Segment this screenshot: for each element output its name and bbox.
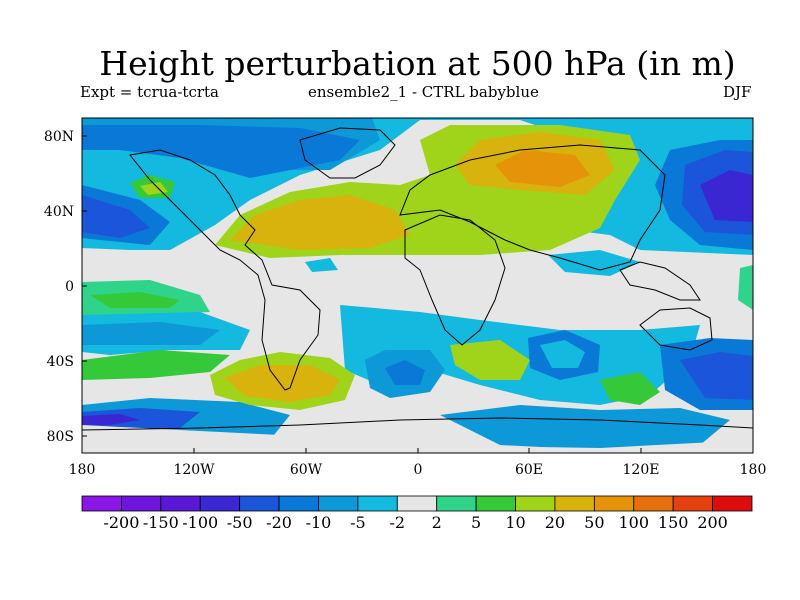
colorbar-label: 5 [471, 513, 481, 532]
greenland-coastline [299, 127, 396, 179]
colorbar-label: -50 [227, 513, 253, 532]
colorbar-label: 50 [584, 513, 604, 532]
colorbar-swatch [278, 495, 319, 512]
neutral-antarctica [82, 425, 753, 453]
lon-tick-label: 120W [173, 462, 215, 478]
colorbar-swatch [160, 495, 201, 512]
colorbar-swatch [396, 495, 438, 512]
antarctica-coastline [82, 417, 753, 431]
colorbar: -200 -150 -100 -50 -20 -10 -5 -2 2 5 10 20 50 100 150 2… [81, 495, 753, 532]
americas-coastline [129, 149, 321, 391]
field-neg2-sindian-core [540, 340, 585, 368]
colorbar-label: -2 [389, 513, 405, 532]
lon-tick-label: 0 [414, 462, 423, 478]
contour-field [82, 118, 753, 453]
colorbar-label: -10 [306, 513, 332, 532]
eurasia-coastline [399, 144, 666, 271]
map-title: Height perturbation at 500 hPa (in m) [99, 44, 736, 83]
colorbar-label: -5 [350, 513, 366, 532]
colorbar-label: 20 [545, 513, 565, 532]
colorbar-swatch [121, 495, 162, 512]
colorbar-label: -200 [103, 513, 139, 532]
lat-tick-label: 80S [47, 429, 74, 445]
season-label: DJF [723, 83, 752, 101]
colorbar-swatch [712, 495, 753, 512]
colorbar-swatch [593, 495, 635, 512]
colorbar-swatch [239, 495, 280, 512]
field-neg5-spacific [82, 322, 220, 345]
field-neg2-indian [548, 250, 640, 276]
colorbar-swatch [199, 495, 241, 512]
lat-tick-label: 40N [44, 204, 74, 220]
field-neg2-tropatl [305, 258, 338, 272]
colorbar-swatch [81, 495, 122, 512]
colorbar-swatch [436, 495, 477, 512]
lon-tick-label: 180 [740, 462, 767, 478]
colorbar-swatch [515, 495, 556, 512]
field-neg50-antarctic-west [82, 414, 140, 425]
australia-coastline [639, 307, 713, 351]
field-pos10-nepacific [140, 182, 168, 195]
colorbar-swatch [672, 495, 713, 512]
lat-tick-label: 80N [44, 129, 74, 145]
lon-tick-label: 180 [69, 462, 96, 478]
field-neg20-spacific-west [680, 352, 753, 400]
field-pos20-atlantic [230, 195, 410, 250]
maritime-continent-coastline [619, 261, 701, 301]
longitude-ticks: 180 120W 60W 0 60E 120E 180 [69, 448, 767, 478]
lon-tick-label: 120E [623, 462, 660, 478]
lon-tick-label: 60W [290, 462, 323, 478]
field-neg50-nwpacific [700, 170, 753, 222]
latitude-ticks: 80N 40N 0 40S 80S [44, 129, 87, 445]
field-pos50-eurasia [495, 150, 590, 187]
ensemble-label: ensemble2_1 - CTRL babyblue [308, 83, 539, 101]
colorbar-label: 150 [658, 513, 689, 532]
lon-tick-label: 60E [515, 462, 543, 478]
colorbar-label: 10 [505, 513, 525, 532]
colorbar-swatch [357, 495, 398, 512]
field-neg5-antarctic-east [440, 405, 730, 450]
colorbar-label: 100 [618, 513, 649, 532]
coastlines [82, 127, 753, 431]
colorbar-swatch [318, 495, 359, 512]
field-neg20-npacific [82, 195, 150, 238]
colorbar-swatch [633, 495, 674, 512]
lat-tick-label: 40S [47, 354, 74, 370]
africa-coastline [404, 214, 506, 346]
field-neg10-satlantic [385, 360, 425, 385]
colorbar-label: -150 [143, 513, 179, 532]
field-pos5-sindian [600, 372, 660, 405]
colorbar-swatch [554, 495, 595, 512]
field-neg10-arctic [82, 125, 360, 178]
experiment-label: Expt = tcrua-tcrta [80, 83, 219, 101]
colorbar-label: -20 [266, 513, 292, 532]
field-pos2-wpacific [738, 265, 753, 310]
colorbar-label: -100 [182, 513, 218, 532]
colorbar-swatch [475, 495, 516, 512]
lat-tick-label: 0 [65, 279, 74, 295]
colorbar-label: 200 [697, 513, 728, 532]
field-pos10-safrica [450, 340, 530, 380]
field-pos5-epacific [90, 292, 180, 308]
field-pos20-sepacific [225, 365, 340, 402]
colorbar-label: 2 [432, 513, 442, 532]
field-pos5-spacific [82, 350, 230, 380]
